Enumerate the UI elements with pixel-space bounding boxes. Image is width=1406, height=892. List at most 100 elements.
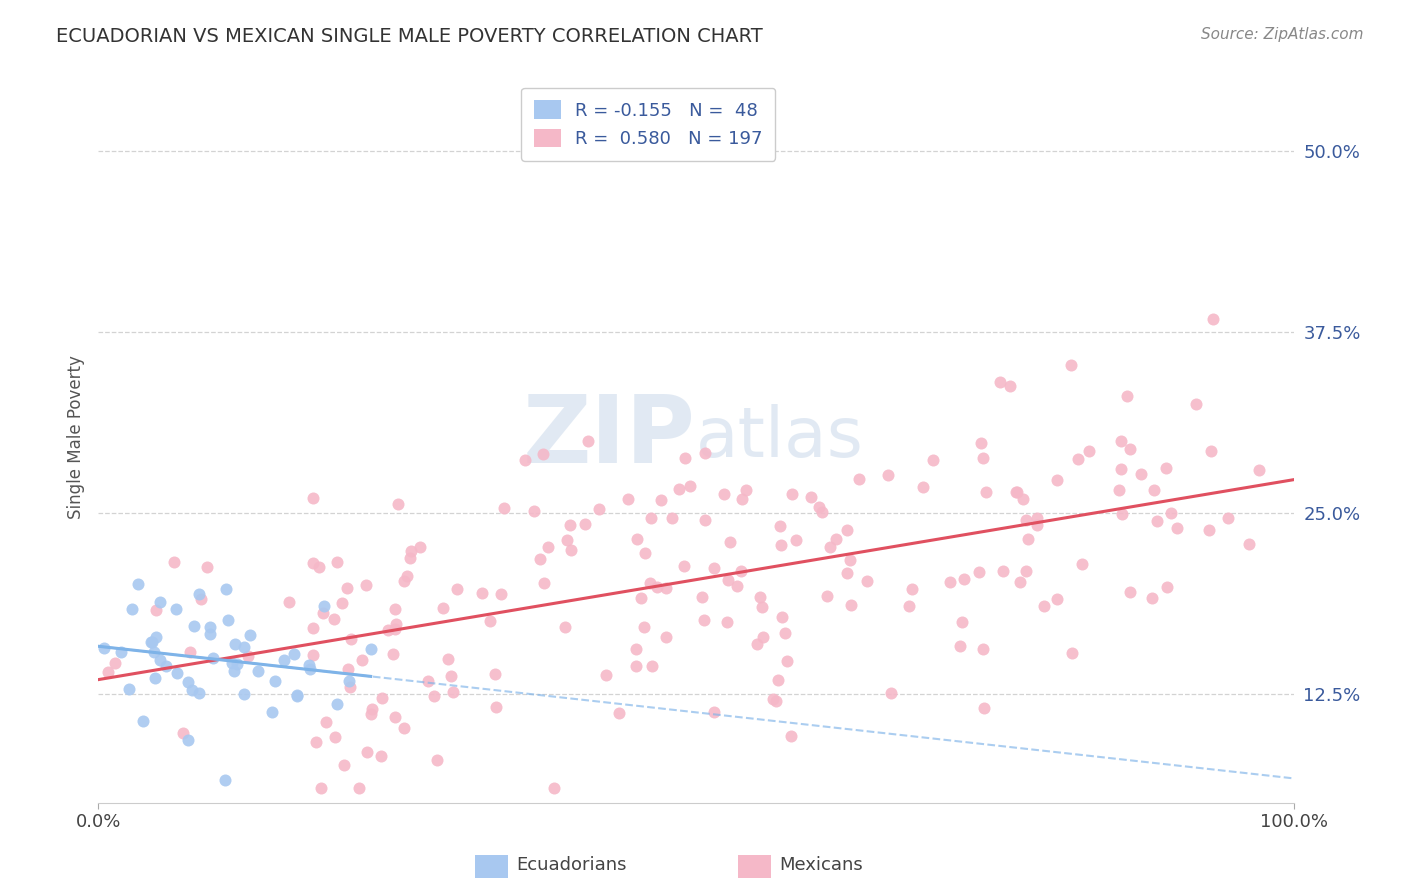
Point xyxy=(1140,591,1163,605)
Point xyxy=(305,734,328,748)
Point xyxy=(1119,442,1142,457)
Point xyxy=(533,575,555,590)
Text: ECUADORIAN VS MEXICAN SINGLE MALE POVERTY CORRELATION CHART: ECUADORIAN VS MEXICAN SINGLE MALE POVERT… xyxy=(56,27,763,45)
Point xyxy=(311,781,333,796)
Point xyxy=(297,658,319,673)
Point xyxy=(1070,557,1092,571)
Point xyxy=(314,599,336,613)
Point xyxy=(837,566,859,581)
Point xyxy=(730,491,752,506)
Point xyxy=(780,729,803,743)
Point xyxy=(323,612,346,626)
Point xyxy=(560,542,582,557)
Point xyxy=(263,674,285,689)
Point xyxy=(172,726,194,740)
Text: Mexicans: Mexicans xyxy=(779,856,863,874)
Point xyxy=(426,753,449,767)
Point xyxy=(1026,518,1049,533)
Point xyxy=(901,582,924,596)
Point xyxy=(1249,463,1271,477)
Point xyxy=(730,564,752,578)
Point xyxy=(384,601,406,615)
Point xyxy=(837,523,859,537)
Point xyxy=(880,686,903,700)
Point xyxy=(371,690,394,705)
Point xyxy=(811,505,834,519)
Point xyxy=(735,483,758,497)
Point xyxy=(1012,491,1035,506)
Point xyxy=(911,480,934,494)
Point xyxy=(949,639,972,653)
Point xyxy=(299,662,322,676)
Point xyxy=(118,681,141,696)
Point xyxy=(233,687,256,701)
Text: atlas: atlas xyxy=(696,403,863,471)
Point xyxy=(877,467,900,482)
Point xyxy=(484,700,506,714)
Point xyxy=(554,619,576,633)
Point xyxy=(302,491,325,505)
Point xyxy=(1154,461,1177,475)
Point xyxy=(145,630,167,644)
Point xyxy=(432,600,454,615)
Point xyxy=(283,647,305,661)
Point xyxy=(155,659,177,673)
Point xyxy=(769,538,792,552)
Point xyxy=(302,556,325,570)
Point xyxy=(1166,521,1188,535)
Point xyxy=(370,749,392,764)
Point xyxy=(165,602,187,616)
Point xyxy=(323,730,346,744)
Point xyxy=(751,600,773,615)
Point xyxy=(360,641,382,656)
Point xyxy=(1111,508,1133,522)
Point xyxy=(1143,483,1166,497)
Point xyxy=(132,714,155,728)
Point xyxy=(285,689,308,703)
Point xyxy=(315,715,337,730)
Point xyxy=(232,640,254,654)
Point xyxy=(1008,574,1031,589)
Point xyxy=(110,645,132,659)
Point xyxy=(1202,312,1225,326)
Point xyxy=(523,504,546,518)
Point xyxy=(166,665,188,680)
Point xyxy=(93,641,115,656)
Point xyxy=(217,613,239,627)
Point xyxy=(1156,580,1178,594)
Point xyxy=(799,491,821,505)
Point xyxy=(988,375,1011,389)
Point xyxy=(190,592,212,607)
Point xyxy=(384,623,406,637)
Point xyxy=(377,623,399,637)
Point xyxy=(815,590,838,604)
Point xyxy=(1119,585,1142,599)
Point xyxy=(177,733,200,747)
Point xyxy=(1059,358,1081,372)
Point xyxy=(1046,474,1069,488)
Point xyxy=(679,478,702,492)
Point xyxy=(673,450,696,465)
Point xyxy=(761,691,783,706)
Point xyxy=(195,560,218,574)
Point xyxy=(973,701,995,715)
Point xyxy=(441,685,464,699)
Point xyxy=(187,686,209,700)
Point xyxy=(399,543,422,558)
Point xyxy=(326,698,349,712)
Point xyxy=(236,648,259,663)
Point xyxy=(339,632,361,646)
Point xyxy=(260,706,283,720)
Point xyxy=(141,635,163,649)
Point xyxy=(148,595,170,609)
Point xyxy=(336,581,359,595)
Point xyxy=(695,446,717,460)
Point xyxy=(693,613,716,627)
Point xyxy=(224,637,246,651)
Point xyxy=(515,453,537,467)
Point xyxy=(162,555,184,569)
Point xyxy=(352,653,374,667)
Point xyxy=(247,664,270,678)
Point xyxy=(1160,506,1182,520)
Point xyxy=(634,546,657,560)
